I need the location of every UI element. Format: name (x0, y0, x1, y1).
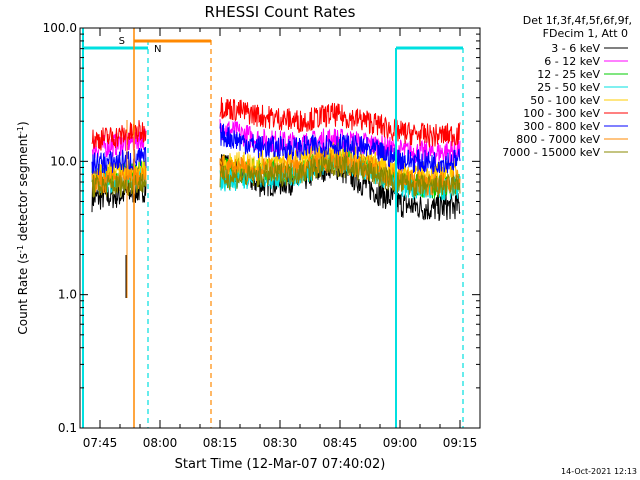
y-axis-label-main: Count Rate (s (16, 253, 30, 335)
legend-label: 25 - 50 keV (537, 81, 600, 94)
legend-label: 50 - 100 keV (530, 94, 600, 107)
x-tick-label: 08:45 (323, 436, 358, 450)
annotation-n: N (154, 44, 161, 55)
legend-label: 3 - 6 keV (551, 42, 600, 55)
series-line-6-seg2 (219, 123, 461, 175)
x-axis-label: Start Time (12-Mar-07 07:40:02) (175, 457, 386, 472)
series-line-6-seg1 (91, 146, 147, 176)
series-line-8-seg1 (91, 172, 147, 199)
y-tick-label: 10.0 (50, 154, 77, 168)
legend-label: 100 - 300 keV (523, 107, 600, 120)
legend-label: 300 - 800 keV (523, 120, 600, 133)
x-tick-label: 09:15 (443, 436, 478, 450)
x-axis: 07:45 08:00 08:15 08:30 08:45 09:00 09:15 (79, 28, 481, 450)
x-tick-label: 08:00 (143, 436, 178, 450)
x-tick-label: 08:15 (203, 436, 238, 450)
y-tick-label: 0.1 (58, 421, 77, 435)
x-tick-label: 07:45 (83, 436, 118, 450)
footer-date: 14-Oct-2021 12:13 (561, 467, 637, 476)
series-line-5-seg2 (219, 97, 461, 148)
series-line-5-seg1 (91, 120, 147, 151)
legend-header-1: Det 1f,3f,4f,5f,6f,9f, (523, 14, 632, 27)
y-axis-label-sup1: -1 (16, 245, 25, 253)
y-axis: 100.0 10.0 1.0 0.1 (43, 21, 480, 435)
plot-area (91, 97, 461, 222)
annotation-s: S (119, 36, 125, 47)
x-tick-label: 09:00 (383, 436, 418, 450)
y-tick-label: 1.0 (58, 288, 77, 302)
y-axis-label-sup2: -1 (16, 126, 25, 134)
legend-label: 6 - 12 keV (544, 55, 600, 68)
annotations: SN (82, 28, 464, 428)
plot-frame (79, 27, 481, 429)
legend-label: 7000 - 15000 keV (502, 146, 600, 159)
x-tick-label: 08:30 (263, 436, 298, 450)
y-tick-label: 100.0 (43, 21, 77, 35)
legend-label: 12 - 25 keV (537, 68, 600, 81)
legend-label: 800 - 7000 keV (516, 133, 600, 146)
legend-header-2: FDecim 1, Att 0 (543, 27, 628, 40)
y-axis-label: Count Rate (s-1 detector segment-1) (16, 121, 30, 334)
chart-title: RHESSI Count Rates (205, 3, 356, 21)
y-axis-label-end: ) (16, 121, 30, 126)
y-axis-label-mid: detector segment (16, 134, 30, 245)
series-line-0-seg2 (219, 151, 461, 222)
series-line-8-seg2 (219, 153, 461, 198)
